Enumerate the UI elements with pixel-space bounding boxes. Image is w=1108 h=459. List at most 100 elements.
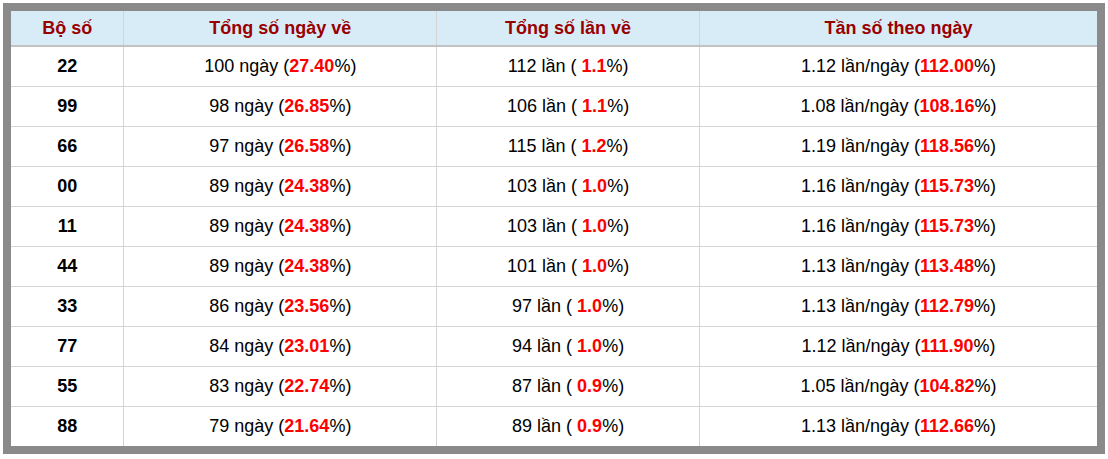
cell-text-suffix: %)	[974, 416, 996, 436]
cell-percent-value: 111.90	[921, 336, 974, 356]
cell-text-suffix: %)	[974, 296, 996, 316]
days-cell: 98 ngày (26.85%)	[124, 87, 437, 127]
pair-cell: 88	[11, 407, 124, 447]
cell-text: 1.12 lần/ngày (	[801, 336, 920, 356]
days-cell: 100 ngày (27.40%)	[124, 46, 437, 87]
cell-text: 98 ngày (	[209, 96, 284, 116]
pair-cell: 55	[11, 367, 124, 407]
cell-percent-value: 1.0	[582, 176, 607, 196]
cell-text: 103 lần (	[507, 176, 582, 196]
times-cell: 115 lần ( 1.2%)	[437, 127, 700, 167]
pair-number: 55	[57, 376, 77, 396]
table-frame: Bộ sốTổng số ngày vềTổng số lần vềTần số…	[3, 3, 1105, 454]
days-cell: 89 ngày (24.38%)	[124, 207, 437, 247]
cell-text-suffix: %)	[602, 296, 624, 316]
frequency-cell: 1.05 lần/ngày (104.82%)	[700, 367, 1098, 407]
days-cell: 97 ngày (26.58%)	[124, 127, 437, 167]
pair-number: 88	[57, 416, 77, 436]
header-row: Bộ sốTổng số ngày vềTổng số lần vềTần số…	[11, 11, 1097, 46]
cell-text-suffix: %)	[329, 296, 351, 316]
times-cell: 106 lần ( 1.1%)	[437, 87, 700, 127]
cell-text-suffix: %)	[607, 256, 629, 276]
pair-number: 44	[57, 256, 77, 276]
cell-percent-value: 21.64	[284, 416, 329, 436]
cell-percent-value: 1.0	[582, 216, 607, 236]
cell-text: 1.08 lần/ngày (	[800, 96, 919, 116]
cell-percent-value: 113.48	[920, 256, 974, 276]
cell-percent-value: 1.1	[581, 56, 606, 76]
cell-text: 89 ngày (	[209, 216, 284, 236]
cell-text: 89 lần (	[512, 416, 577, 436]
pair-number: 66	[57, 136, 77, 156]
pair-number: 77	[57, 336, 77, 356]
cell-text-suffix: %)	[606, 136, 628, 156]
pair-number: 33	[57, 296, 77, 316]
cell-text: 1.12 lần/ngày (	[801, 56, 920, 76]
lottery-stats-table: Bộ sốTổng số ngày vềTổng số lần vềTần số…	[11, 11, 1097, 446]
cell-text: 87 lần (	[512, 376, 577, 396]
cell-text: 101 lần (	[507, 256, 582, 276]
cell-text-suffix: %)	[607, 176, 629, 196]
days-cell: 86 ngày (23.56%)	[124, 287, 437, 327]
frequency-cell: 1.13 lần/ngày (112.79%)	[700, 287, 1098, 327]
pair-cell: 66	[11, 127, 124, 167]
table-row: 4489 ngày (24.38%)101 lần ( 1.0%)1.13 lầ…	[11, 247, 1097, 287]
cell-text-suffix: %)	[329, 256, 351, 276]
times-cell: 103 lần ( 1.0%)	[437, 167, 700, 207]
pair-cell: 77	[11, 327, 124, 367]
cell-percent-value: 23.01	[284, 336, 329, 356]
cell-percent-value: 24.38	[284, 256, 329, 276]
cell-text-suffix: %)	[602, 336, 624, 356]
cell-percent-value: 24.38	[284, 176, 329, 196]
cell-text: 86 ngày (	[209, 296, 284, 316]
pair-number: 11	[58, 216, 77, 236]
cell-text: 103 lần (	[507, 216, 582, 236]
cell-percent-value: 23.56	[284, 296, 329, 316]
times-cell: 112 lần ( 1.1%)	[437, 46, 700, 87]
cell-percent-value: 24.38	[284, 216, 329, 236]
table-row: 7784 ngày (23.01%)94 lần ( 1.0%)1.12 lần…	[11, 327, 1097, 367]
col-header-days: Tổng số ngày về	[124, 11, 437, 46]
table-row: 6697 ngày (26.58%)115 lần ( 1.2%)1.19 lầ…	[11, 127, 1097, 167]
cell-text-suffix: %)	[329, 96, 351, 116]
cell-text: 97 lần (	[512, 296, 577, 316]
cell-text: 115 lần (	[508, 136, 582, 156]
days-cell: 89 ngày (24.38%)	[124, 247, 437, 287]
cell-text-suffix: %)	[607, 96, 629, 116]
days-cell: 83 ngày (22.74%)	[124, 367, 437, 407]
cell-text-suffix: %)	[606, 56, 628, 76]
pair-cell: 33	[11, 287, 124, 327]
cell-percent-value: 115.73	[920, 176, 974, 196]
pair-number: 22	[57, 56, 77, 76]
cell-text-suffix: %)	[329, 136, 351, 156]
cell-text: 112 lần (	[508, 56, 582, 76]
pair-number: 99	[57, 96, 77, 116]
cell-text-suffix: %)	[334, 56, 356, 76]
cell-text: 1.16 lần/ngày (	[801, 176, 920, 196]
cell-text-suffix: %)	[974, 256, 996, 276]
cell-text-suffix: %)	[329, 176, 351, 196]
col-header-pair: Bộ số	[11, 11, 124, 46]
cell-percent-value: 0.9	[577, 416, 602, 436]
cell-text: 1.13 lần/ngày (	[801, 416, 920, 436]
col-header-times: Tổng số lần về	[437, 11, 700, 46]
times-cell: 103 lần ( 1.0%)	[437, 207, 700, 247]
table-row: 55 83 ngày (22.74%)87 lần ( 0.9%)1.05 lần…	[11, 367, 1097, 407]
cell-text-suffix: %)	[329, 416, 351, 436]
cell-text: 1.16 lần/ngày (	[801, 216, 920, 236]
cell-percent-value: 112.66	[920, 416, 974, 436]
pair-cell: 00	[11, 167, 124, 207]
cell-text: 89 ngày (	[209, 256, 284, 276]
frequency-cell: 1.08 lần/ngày (108.16%)	[700, 87, 1098, 127]
cell-percent-value: 1.1	[582, 96, 607, 116]
cell-text-suffix: %)	[975, 96, 997, 116]
cell-text: 84 ngày (	[209, 336, 284, 356]
cell-percent-value: 112.00	[920, 56, 974, 76]
cell-text-suffix: %)	[974, 336, 996, 356]
cell-percent-value: 27.40	[289, 56, 334, 76]
cell-text-suffix: %)	[974, 56, 996, 76]
times-cell: 87 lần ( 0.9%)	[437, 367, 700, 407]
page: Bộ sốTổng số ngày vềTổng số lần vềTần số…	[0, 0, 1108, 459]
table-row: 8879 ngày (21.64%)89 lần ( 0.9%)1.13 lần…	[11, 407, 1097, 447]
cell-text-suffix: %)	[602, 416, 624, 436]
